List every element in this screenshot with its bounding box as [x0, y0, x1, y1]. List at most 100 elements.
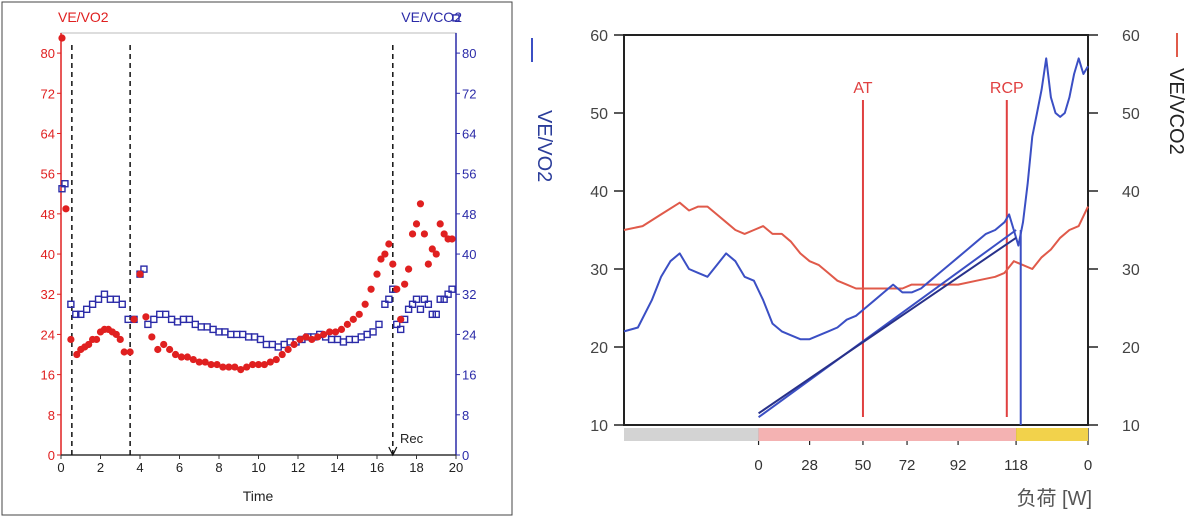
y-right-tick-label: 60	[1122, 28, 1140, 45]
series-line	[623, 201, 1089, 290]
data-point-ve-vo2	[85, 340, 93, 349]
data-point-ve-vco2	[381, 300, 389, 308]
data-point-ve-vo2	[337, 325, 346, 334]
x-tick-label: 8	[215, 460, 222, 475]
data-point-ve-vo2	[320, 330, 328, 339]
y-right-tick-label: 56	[462, 167, 476, 182]
data-point-ve-vo2	[207, 360, 215, 369]
data-point-ve-vo2	[308, 335, 316, 344]
x-tick-label: 50	[855, 457, 872, 474]
data-point-ve-vo2	[393, 285, 401, 293]
data-point-ve-vco2	[385, 295, 393, 303]
y-left-tick-label: 0	[48, 448, 55, 463]
data-point-ve-vo2	[142, 313, 150, 321]
data-point-ve-vco2	[440, 295, 448, 303]
y-right-tick-label: 64	[462, 126, 476, 141]
data-point-ve-vo2	[166, 345, 174, 354]
data-point-ve-vco2	[100, 290, 109, 298]
y-left-tick-label: 56	[41, 167, 55, 182]
data-point-ve-vo2	[248, 360, 257, 369]
y-left-tick-label: 72	[41, 86, 55, 101]
y-right-tick-label: 48	[462, 207, 476, 222]
data-point-ve-vo2	[326, 328, 334, 336]
y-right-tick-label: 16	[462, 368, 476, 383]
x-tick-label: 0	[754, 457, 762, 474]
x-tick-label: 6	[176, 460, 183, 475]
data-point-ve-vco2	[452, 14, 460, 22]
data-point-ve-vo2	[73, 350, 81, 359]
data-point-ve-vo2	[397, 315, 405, 323]
data-point-ve-vo2	[225, 363, 233, 371]
data-point-ve-vo2	[195, 358, 203, 366]
data-point-ve-vo2	[355, 310, 363, 318]
data-point-ve-vo2	[183, 353, 191, 361]
series-line	[758, 229, 1017, 419]
x-tick-label: 16	[370, 460, 384, 475]
x-tick-label: 118	[1004, 457, 1028, 474]
threshold-label: AT	[853, 80, 872, 97]
data-point-ve-vo2	[272, 355, 280, 364]
data-point-ve-vo2	[278, 350, 286, 359]
y-left-tick-label: 10	[590, 418, 608, 435]
data-point-ve-vco2	[416, 305, 425, 314]
data-point-ve-vo2	[408, 230, 417, 238]
y-left-tick-label: 48	[41, 207, 55, 222]
y-right-tick-label: 8	[462, 408, 469, 423]
data-point-ve-vco2	[140, 265, 148, 273]
data-point-ve-vo2	[130, 315, 138, 323]
threshold-label: RCP	[990, 80, 1024, 97]
data-point-ve-vco2	[424, 300, 433, 308]
data-point-ve-vco2	[408, 300, 417, 308]
data-point-ve-vo2	[412, 220, 421, 228]
y-right-tick-label: 10	[1122, 418, 1140, 435]
x-tick-label: 12	[291, 460, 305, 475]
chart-2: VE/VO2 VE/VCO2 负荷 [W] 10 10 20 20 30 30 40 40 50…	[531, 28, 1187, 510]
data-point-ve-vo2	[213, 360, 221, 369]
y-right-tick-label: 50	[1122, 106, 1140, 123]
data-point-ve-vco2	[118, 300, 126, 308]
x-tick-label: 28	[801, 457, 818, 474]
data-point-ve-vco2	[77, 310, 85, 319]
data-point-ve-vco2	[144, 320, 152, 329]
data-point-ve-vo2	[361, 300, 369, 308]
data-point-ve-vco2	[185, 315, 194, 324]
chart-1-x-axis-label: Time	[243, 488, 274, 504]
data-point-ve-vo2	[440, 230, 448, 238]
data-point-ve-vco2	[82, 305, 91, 314]
data-point-ve-vo2	[136, 270, 144, 278]
data-point-ve-vco2	[61, 180, 69, 188]
chart-2-right-axis-label: VE/VCO2	[1165, 68, 1187, 155]
data-point-ve-vo2	[284, 345, 292, 354]
chart-2-x-axis-label: 负荷 [W]	[1016, 487, 1092, 510]
data-point-ve-vco2	[444, 290, 452, 298]
data-point-ve-vco2	[161, 310, 170, 319]
x-tick-label: 0	[1084, 457, 1092, 474]
data-point-ve-vo2	[237, 365, 245, 374]
y-right-tick-label: 0	[462, 448, 469, 463]
data-point-ve-vo2	[148, 333, 156, 341]
x-tick-label: 2	[97, 460, 104, 475]
y-left-tick-label: 24	[41, 327, 55, 342]
chart-2-left-axis-label: VE/VO2	[533, 110, 555, 182]
y-left-tick-label: 30	[590, 262, 608, 279]
data-point-ve-vo2	[67, 335, 75, 344]
data-point-ve-vo2	[296, 335, 304, 344]
y-right-tick-label: 32	[462, 287, 476, 302]
data-point-ve-vo2	[116, 335, 124, 344]
data-point-ve-vco2	[432, 310, 440, 319]
data-point-ve-vo2	[385, 240, 393, 248]
data-point-ve-vo2	[201, 358, 209, 366]
data-point-ve-vo2	[416, 200, 425, 208]
chart-1-left-axis-label: VE/VO2	[58, 9, 109, 25]
data-point-ve-vo2	[367, 285, 375, 293]
data-point-ve-vo2	[243, 363, 251, 371]
data-point-ve-vo2	[343, 320, 351, 328]
data-point-ve-vo2	[154, 345, 162, 354]
y-right-tick-label: 40	[462, 247, 476, 262]
y-right-tick-label: 30	[1122, 262, 1140, 279]
data-point-ve-vo2	[428, 245, 436, 253]
data-point-ve-vco2	[436, 295, 444, 303]
data-point-ve-vo2	[126, 348, 134, 356]
